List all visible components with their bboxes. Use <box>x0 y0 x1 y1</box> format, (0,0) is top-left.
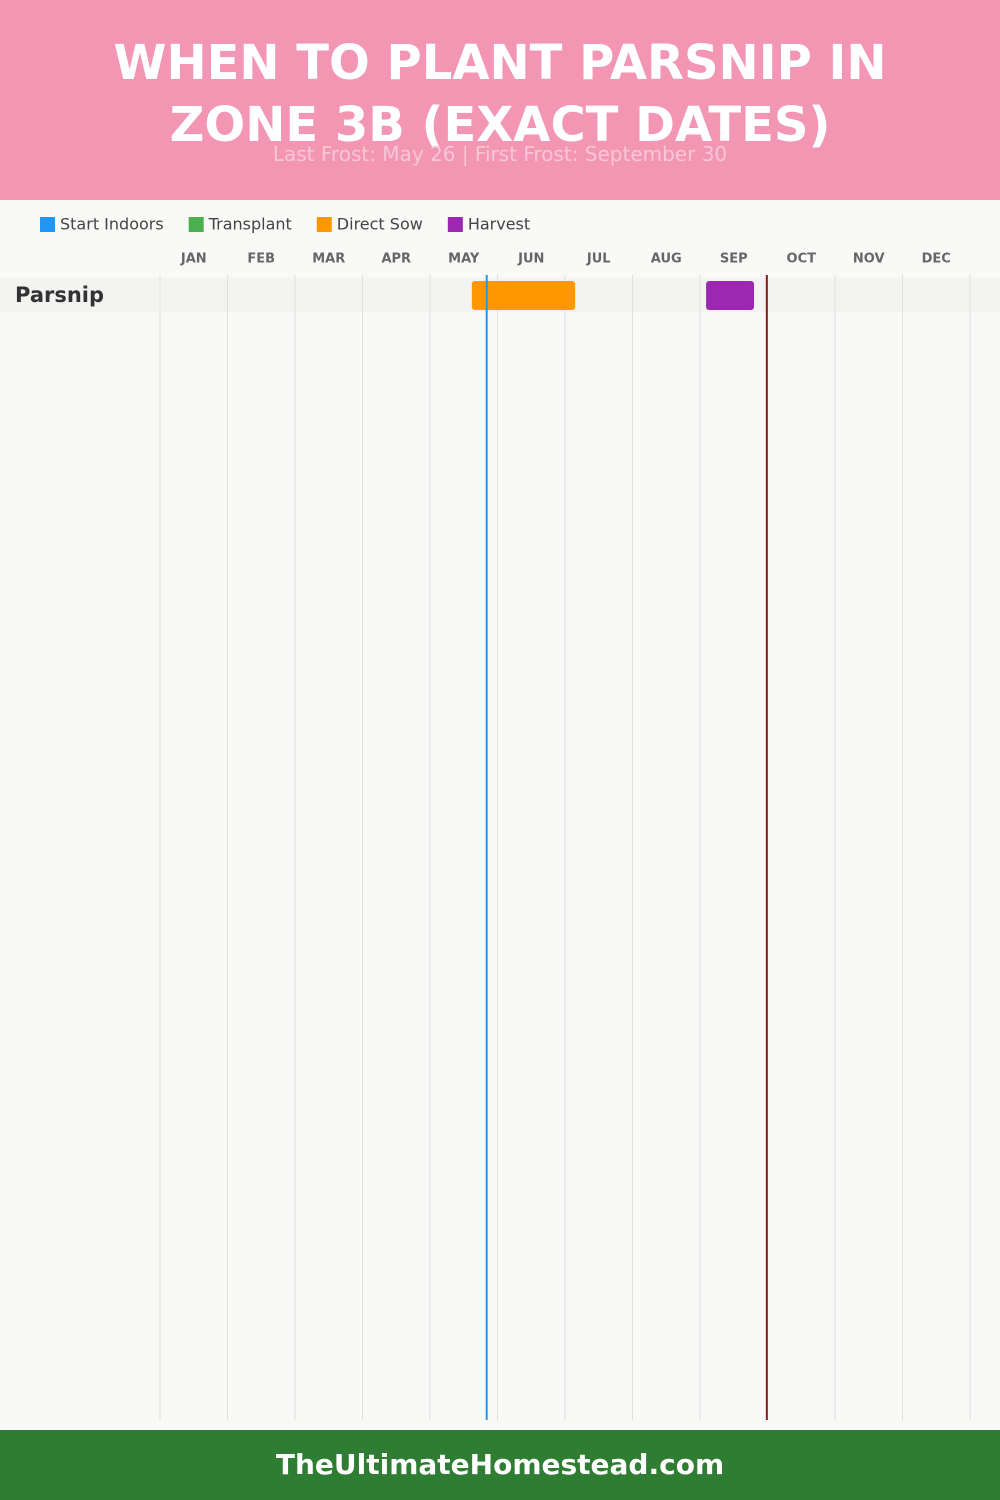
legend-swatch <box>40 217 55 232</box>
month-label: SEP <box>720 252 748 267</box>
month-label: JUL <box>586 252 611 267</box>
legend-swatch <box>188 217 204 232</box>
month-label: MAY <box>448 252 480 267</box>
title: WHEN TO PLANT PARSNIP IN ZONE 3B (EXACT … <box>113 35 887 153</box>
month-label: FEB <box>247 252 275 267</box>
row-label: Parsnip <box>15 283 104 307</box>
month-label: MAR <box>312 252 345 267</box>
month-label: AUG <box>651 252 682 267</box>
phase-bar <box>706 281 754 310</box>
subtitle: Last Frost: May 26 | First Frost: Septem… <box>272 142 728 166</box>
legend-label: Harvest <box>468 215 530 234</box>
header: WHEN TO PLANT PARSNIP IN ZONE 3B (EXACT … <box>0 0 1000 200</box>
month-label: DEC <box>922 252 951 267</box>
month-label: JUN <box>517 252 544 267</box>
legend-label: Start Indoors <box>60 215 164 234</box>
month-label: NOV <box>853 252 885 267</box>
month-label: OCT <box>787 252 817 267</box>
chart: JAN FEB MAR APR MAY JUN JUL AUG SEP OCT NOV DEC Star… <box>0 215 1000 1420</box>
phase-bar <box>471 281 576 310</box>
legend-swatch <box>447 217 463 232</box>
footer: TheUltimateHomestead.com <box>0 1430 1000 1500</box>
legend-label: Transplant <box>208 215 292 234</box>
legend-label: Direct Sow <box>337 215 423 234</box>
legend-swatch <box>316 217 332 232</box>
month-label: APR <box>381 252 411 267</box>
month-label: JAN <box>180 252 207 267</box>
